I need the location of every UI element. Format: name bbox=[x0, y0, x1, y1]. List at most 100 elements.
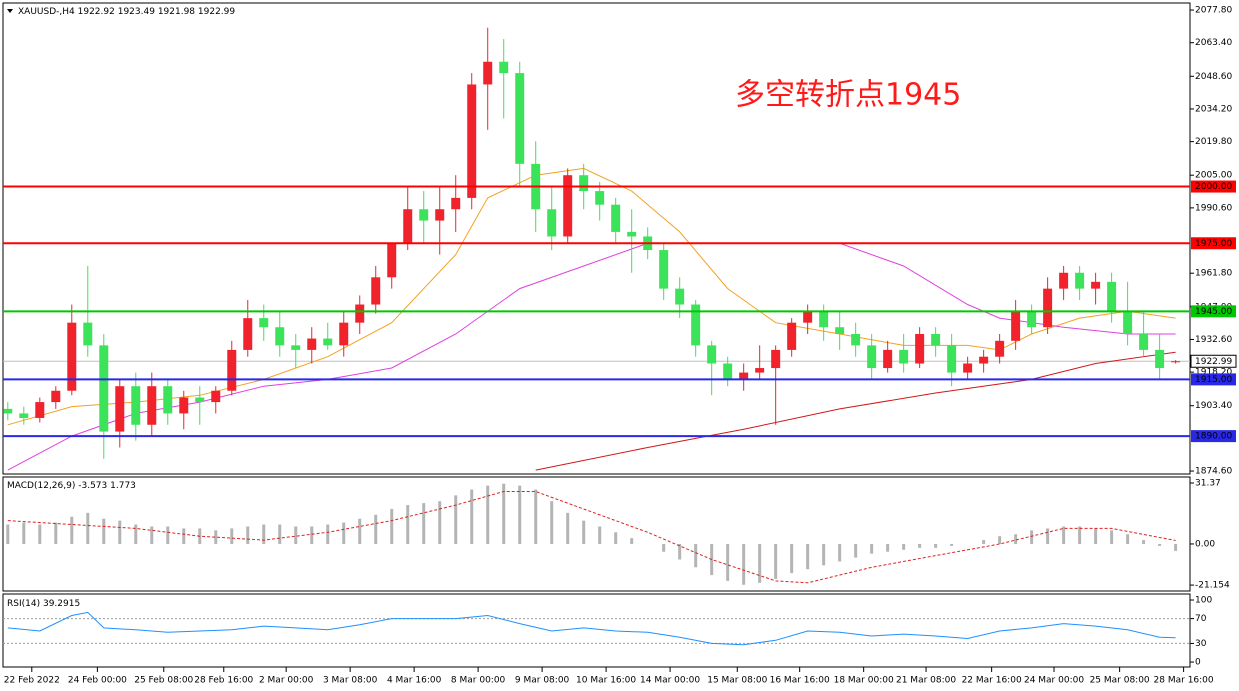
rsi-line bbox=[7, 611, 1176, 646]
candle-body bbox=[259, 318, 269, 328]
candle-body bbox=[771, 349, 781, 369]
candle-body bbox=[1171, 361, 1181, 363]
macd-header: MACD(12,26,9) -3.573 1.773 bbox=[7, 481, 136, 491]
low: 1921.98 bbox=[158, 7, 195, 17]
macd-bar bbox=[934, 543, 938, 548]
candle-body bbox=[35, 402, 45, 418]
menu-arrow bbox=[7, 9, 13, 13]
candle-body bbox=[707, 345, 717, 364]
x-tick-label: 28 Mar 16:00 bbox=[1154, 676, 1214, 686]
macd-bar bbox=[1078, 526, 1082, 544]
macd-bar bbox=[694, 543, 698, 568]
y-tick-label: 1918.20 bbox=[1195, 368, 1232, 378]
y-tick-label: 31.37 bbox=[1195, 478, 1221, 488]
macd-bar bbox=[534, 489, 538, 544]
y-tick-label: 1932.60 bbox=[1195, 335, 1232, 345]
macd-bar bbox=[1046, 528, 1050, 544]
y-tick-label: 0.00 bbox=[1195, 539, 1215, 549]
rsi-header: RSI(14) 39.2915 bbox=[7, 599, 80, 609]
candle-body bbox=[275, 327, 285, 346]
y-tick-label: 2019.80 bbox=[1195, 137, 1232, 147]
level-label: 1890.00 bbox=[1195, 432, 1232, 442]
y-tick-label: -21.154 bbox=[1195, 581, 1230, 591]
macd-bar bbox=[342, 522, 346, 544]
macd-bar bbox=[726, 543, 730, 581]
candle-body bbox=[883, 349, 893, 369]
candle-body bbox=[1139, 334, 1149, 350]
candle-body bbox=[851, 334, 861, 346]
macd-bar bbox=[838, 543, 842, 562]
macd-bar bbox=[422, 503, 426, 544]
macd-bar bbox=[790, 543, 794, 574]
macd-bar bbox=[486, 485, 490, 544]
macd-bar bbox=[662, 543, 666, 552]
macd-bar bbox=[6, 524, 10, 544]
candle-body bbox=[339, 322, 349, 346]
candle-body bbox=[99, 345, 109, 432]
macd-bar bbox=[502, 483, 506, 544]
candle-body bbox=[867, 345, 877, 369]
candle-body bbox=[787, 322, 797, 350]
macd-bar bbox=[854, 543, 858, 558]
candle-body bbox=[179, 397, 189, 414]
candle-body bbox=[515, 73, 525, 164]
candle-body bbox=[115, 386, 125, 432]
x-tick-label: 18 Mar 00:00 bbox=[834, 676, 894, 686]
moving-average bbox=[7, 242, 1176, 471]
candle-body bbox=[1107, 281, 1117, 312]
y-tick-label: 1961.80 bbox=[1195, 269, 1232, 279]
macd-bar bbox=[166, 526, 170, 544]
x-tick-label: 2 Mar 00:00 bbox=[259, 676, 314, 686]
candle-body bbox=[899, 349, 909, 364]
symbol: XAUUSD-,H4 bbox=[18, 7, 75, 17]
candle-body bbox=[211, 390, 221, 403]
signal-value: 1.773 bbox=[110, 481, 136, 491]
x-tick-label: 24 Feb 00:00 bbox=[68, 676, 127, 686]
macd-bar bbox=[22, 522, 26, 544]
macd-bar bbox=[566, 512, 570, 544]
macd-bar bbox=[582, 520, 586, 544]
candle-body bbox=[675, 288, 685, 305]
y-tick-label: 2063.40 bbox=[1195, 38, 1232, 48]
x-tick-label: 22 Feb 2022 bbox=[4, 676, 60, 686]
candle-body bbox=[995, 340, 1005, 357]
macd-bar bbox=[374, 514, 378, 544]
y-tick-label: 0 bbox=[1195, 658, 1201, 668]
candle-body bbox=[739, 372, 749, 380]
macd-bar bbox=[758, 543, 762, 583]
candle-body bbox=[291, 345, 301, 350]
candle-body bbox=[435, 209, 445, 221]
y-tick-label: 1990.60 bbox=[1195, 203, 1232, 213]
x-tick-label: 22 Mar 16:00 bbox=[962, 676, 1022, 686]
macd-bar bbox=[150, 526, 154, 544]
open: 1922.92 bbox=[78, 7, 115, 17]
macd-bar bbox=[870, 543, 874, 554]
macd-bar bbox=[54, 522, 58, 544]
candle-body bbox=[563, 175, 573, 237]
macd-name: MACD(12,26,9) bbox=[7, 481, 75, 491]
candle-body bbox=[163, 386, 173, 414]
rsi-name: RSI(14) bbox=[7, 599, 40, 609]
macd-bar bbox=[678, 543, 682, 560]
macd-bar bbox=[886, 543, 890, 552]
candle-body bbox=[19, 413, 29, 418]
macd-bar bbox=[230, 528, 234, 544]
macd-bar bbox=[630, 538, 634, 544]
candle-body bbox=[323, 338, 333, 346]
x-tick-label: 8 Mar 00:00 bbox=[451, 676, 506, 686]
macd-bar bbox=[550, 501, 554, 544]
macd-bar bbox=[902, 543, 906, 550]
macd-bar bbox=[182, 528, 186, 544]
y-tick-label: 2077.80 bbox=[1195, 6, 1232, 16]
candle-body bbox=[979, 356, 989, 364]
level-label-box bbox=[1191, 180, 1236, 193]
candle-body bbox=[819, 311, 829, 328]
macd-bar bbox=[294, 526, 298, 544]
candle-body bbox=[371, 277, 381, 305]
candle-body bbox=[483, 61, 493, 85]
candle-body bbox=[131, 386, 141, 425]
candle-body bbox=[387, 243, 397, 278]
candle-body bbox=[547, 209, 557, 237]
